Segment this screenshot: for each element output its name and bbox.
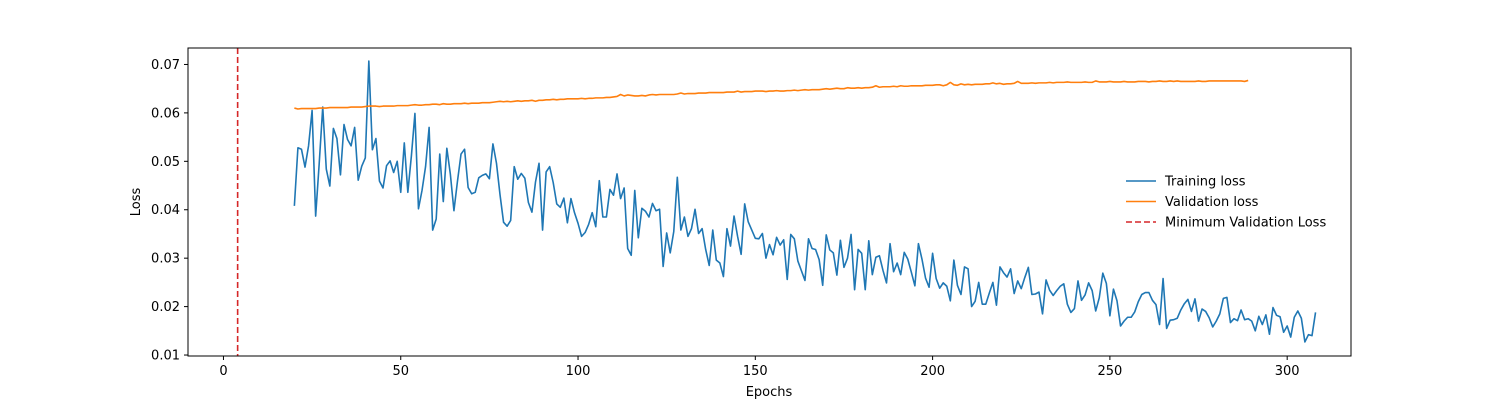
y-tick-label: 0.02 [151,300,180,315]
y-tick-label: 0.06 [151,106,180,121]
y-tick-label: 0.03 [151,252,180,267]
y-tick-label: 0.07 [151,58,180,73]
y-tick-label: 0.05 [151,155,180,170]
legend-label: Validation loss [1165,195,1259,210]
x-tick-label: 100 [566,364,591,379]
series-line-training-loss [293,60,1317,343]
y-axis-ticks: 0.01 0.02 0.03 0.04 0.05 0.06 0.07 [151,58,188,364]
legend: Training loss Validation loss Minimum Vali… [1126,175,1326,231]
x-tick-label: 150 [743,364,768,379]
series-line-validation-loss [294,79,1249,110]
legend-label: Training loss [1164,175,1246,190]
series-layer [236,48,1317,356]
x-tick-label: 50 [392,364,409,379]
legend-label: Minimum Validation Loss [1165,216,1326,231]
y-axis-label: Loss [129,188,144,217]
x-tick-label: 0 [219,364,227,379]
x-tick-label: 300 [1275,364,1300,379]
y-tick-label: 0.04 [151,203,180,218]
x-axis-label: Epochs [746,385,793,400]
axes-frame [187,47,1352,357]
y-tick-label: 0.01 [151,349,180,364]
x-axis-ticks: 0 50 100 150 200 250 300 [219,356,1300,379]
x-tick-label: 200 [920,364,945,379]
x-tick-label: 250 [1097,364,1122,379]
